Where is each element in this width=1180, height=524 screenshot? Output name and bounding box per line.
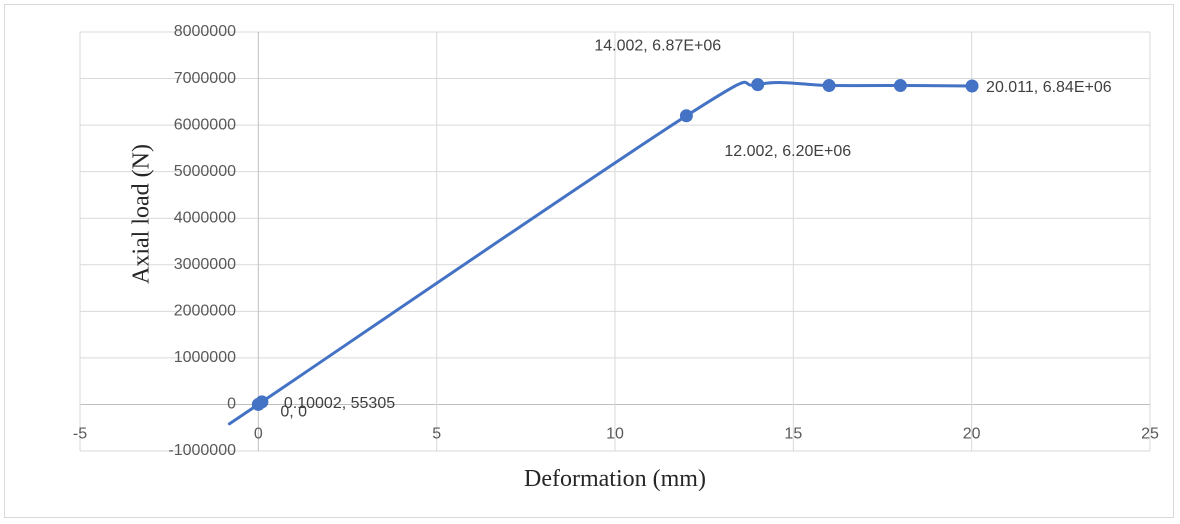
y-tick-label: 6000000 — [174, 116, 236, 133]
y-axis-title: Axial load (N) — [129, 144, 155, 284]
chart-frame — [4, 4, 1174, 518]
data-point-marker — [893, 79, 907, 93]
x-tick-label: 20 — [963, 425, 981, 442]
data-point-marker — [679, 109, 693, 123]
y-tick-label: 3000000 — [174, 256, 236, 273]
y-tick-label: 8000000 — [174, 23, 236, 40]
series-layer — [227, 78, 979, 426]
x-tick-label: -5 — [73, 425, 87, 442]
y-tick-label: 4000000 — [174, 209, 236, 226]
data-point-marker — [255, 395, 269, 409]
x-tick-label: 0 — [254, 425, 263, 442]
y-tick-label: 2000000 — [174, 303, 236, 320]
series-line — [227, 80, 973, 426]
x-axis-title: Deformation (mm) — [524, 466, 706, 492]
x-tick-label: 10 — [606, 425, 624, 442]
data-label-layer: 0, 00.10002, 55305 12.002, 6.20E+06 14.002… — [280, 38, 1111, 421]
data-label: 14.002, 6.87E+06 — [594, 38, 721, 55]
data-point-marker — [751, 78, 765, 92]
x-tick-labels: -5 0 5 10 15 20 25 — [73, 425, 1159, 442]
data-label: 0.10002, 55305 — [284, 395, 395, 412]
data-label: 12.002, 6.20E+06 — [724, 143, 851, 160]
x-tick-label: 5 — [432, 425, 441, 442]
data-point-marker — [822, 79, 836, 93]
y-tick-label: 1000000 — [174, 349, 236, 366]
data-label: 20.011, 6.84E+06 — [986, 79, 1112, 96]
x-tick-label: 25 — [1141, 425, 1159, 442]
y-tick-labels: -1000000 0 1000000 2000000 3000000 4000000 500… — [168, 23, 236, 459]
data-point-marker — [965, 79, 979, 93]
y-tick-label: 0 — [227, 396, 236, 413]
data-label: 0, 0 — [280, 403, 307, 420]
x-tick-label: 15 — [784, 425, 802, 442]
y-tick-label: -1000000 — [168, 442, 236, 459]
y-tick-label: 7000000 — [174, 70, 236, 87]
y-tick-label: 5000000 — [174, 163, 236, 180]
